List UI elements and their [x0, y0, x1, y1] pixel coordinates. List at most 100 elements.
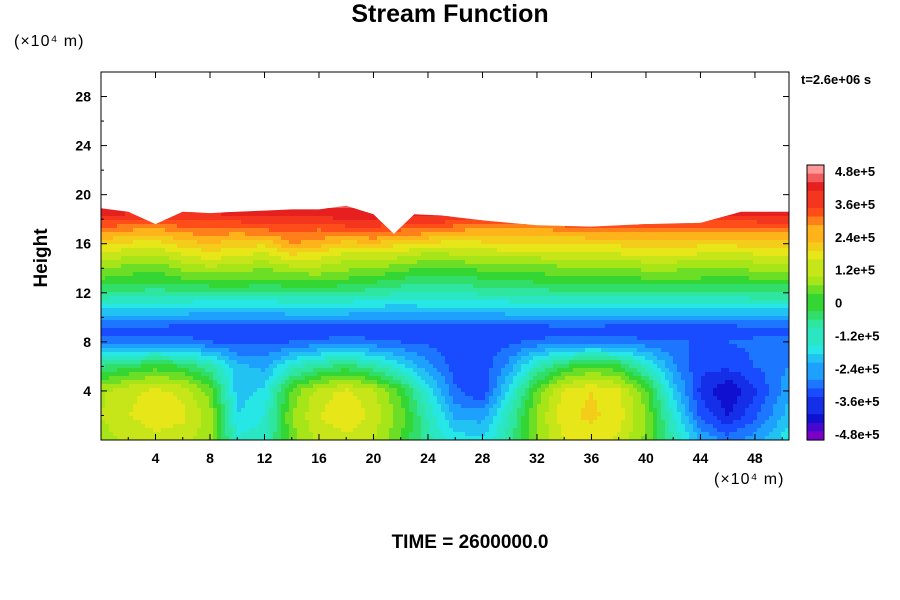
field-cell	[417, 252, 422, 257]
field-cell	[717, 284, 722, 289]
field-cell	[301, 252, 306, 257]
field-cell	[725, 296, 730, 301]
field-cell	[585, 276, 590, 281]
field-cell	[425, 272, 430, 277]
field-cell	[681, 268, 686, 273]
field-cell	[617, 240, 622, 245]
field-cell	[557, 268, 562, 273]
field-cell	[661, 300, 666, 305]
field-cell	[325, 296, 330, 301]
field-cell	[325, 224, 330, 229]
field-cell	[773, 280, 778, 285]
field-cell	[249, 308, 254, 313]
field-cell	[221, 264, 226, 269]
field-cell	[553, 272, 558, 277]
field-cell	[757, 304, 762, 309]
field-cell	[693, 292, 698, 297]
field-cell	[205, 280, 210, 285]
field-cell	[629, 252, 634, 257]
field-cell	[193, 224, 198, 229]
field-cell	[405, 220, 410, 225]
field-cell	[149, 224, 154, 229]
field-cell	[725, 312, 730, 317]
field-cell	[745, 284, 750, 289]
field-cell	[257, 292, 262, 297]
field-cell	[257, 224, 262, 229]
field-cell	[105, 276, 110, 281]
field-cell	[237, 248, 242, 253]
field-cell	[153, 300, 158, 305]
field-cell	[685, 272, 690, 277]
field-cell	[453, 244, 458, 249]
field-cell	[525, 240, 530, 245]
field-cell	[513, 260, 518, 265]
field-cell	[413, 280, 418, 285]
field-cell	[337, 220, 342, 225]
field-cell	[177, 284, 182, 289]
field-cell	[277, 208, 282, 213]
field-cell	[333, 276, 338, 281]
field-cell	[229, 260, 234, 265]
field-cell	[561, 308, 566, 313]
field-cell	[665, 236, 670, 241]
field-cell	[185, 240, 190, 245]
field-cell	[785, 224, 789, 229]
field-cell	[605, 240, 610, 245]
field-cell	[173, 244, 178, 249]
field-cell	[701, 236, 706, 241]
field-cell	[597, 236, 602, 241]
field-cell	[541, 232, 546, 237]
field-cell	[381, 288, 386, 293]
field-cell	[265, 260, 270, 265]
field-cell	[697, 264, 702, 269]
field-cell	[297, 280, 302, 285]
field-cell	[437, 288, 442, 293]
field-cell	[769, 272, 774, 277]
field-cell	[309, 304, 314, 309]
field-cell	[505, 240, 510, 245]
field-cell	[405, 240, 410, 245]
field-cell	[357, 248, 362, 253]
field-cell	[665, 252, 670, 257]
field-cell	[337, 208, 342, 213]
field-cell	[405, 276, 410, 281]
field-cell	[245, 296, 250, 301]
field-cell	[605, 244, 610, 249]
field-cell	[193, 252, 198, 257]
field-cell	[389, 284, 394, 289]
field-cell	[117, 284, 122, 289]
field-cell	[241, 300, 246, 305]
field-cell	[345, 280, 350, 285]
field-cell	[349, 248, 354, 253]
field-cell	[645, 260, 650, 265]
field-cell	[533, 304, 538, 309]
field-cell	[449, 236, 454, 241]
field-cell	[661, 280, 666, 285]
field-cell	[169, 284, 174, 289]
field-cell	[293, 264, 298, 269]
field-cell	[289, 236, 294, 241]
field-cell	[121, 252, 126, 257]
field-cell	[249, 264, 254, 269]
field-cell	[749, 308, 754, 313]
field-cell	[325, 232, 330, 237]
field-cell	[513, 304, 518, 309]
field-cell	[317, 248, 322, 253]
field-cell	[197, 276, 202, 281]
field-cell	[333, 288, 338, 293]
field-cell	[585, 260, 590, 265]
field-cell	[765, 220, 770, 225]
field-cell	[269, 268, 274, 273]
field-cell	[657, 244, 662, 249]
field-cell	[337, 264, 342, 269]
field-cell	[545, 304, 550, 309]
field-cell	[689, 240, 694, 245]
field-cell	[741, 300, 746, 305]
field-cell	[313, 216, 318, 221]
field-cell	[693, 268, 698, 273]
field-cell	[769, 296, 774, 301]
field-cell	[341, 240, 346, 245]
field-cell	[441, 232, 446, 237]
field-cell	[393, 312, 398, 317]
field-cell	[645, 224, 650, 229]
